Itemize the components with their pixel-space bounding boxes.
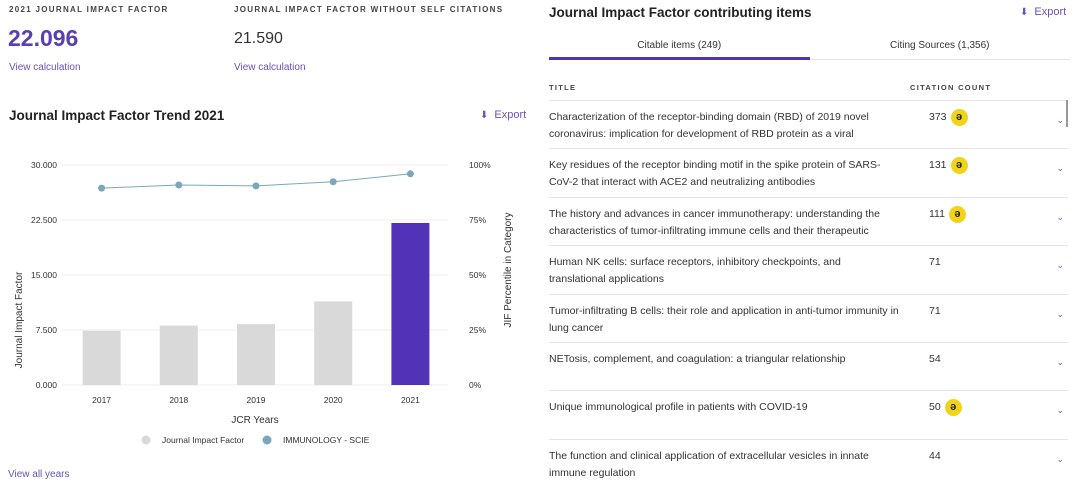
percentile-point-2019 xyxy=(252,182,260,190)
y2-tick-label: 100% xyxy=(469,160,491,170)
bar-2019 xyxy=(237,324,275,385)
trend-chart: 0.000 0% 7.500 25% 15.000 50% 22.500 75% 30.000 1… xyxy=(14,160,514,445)
jif-without-self-value: 21.590 xyxy=(234,30,283,47)
download-icon: ⬇ xyxy=(1020,6,1029,18)
download-icon: ⬇ xyxy=(480,109,489,121)
citation-count: 54 xyxy=(929,351,941,368)
tab-citing-sources[interactable]: Citing Sources (1,356) xyxy=(890,40,990,51)
table-row[interactable]: The function and clinical application of… xyxy=(549,438,1068,487)
jif-label: 2021 JOURNAL IMPACT FACTOR xyxy=(9,5,169,14)
items-title: Journal Impact Factor contributing items xyxy=(549,5,812,20)
y2-tick-label: 50% xyxy=(469,270,486,280)
chevron-down-icon[interactable]: ⌄ xyxy=(1056,308,1064,319)
open-access-icon: ǝ xyxy=(950,109,968,126)
percentile-point-2020 xyxy=(329,178,337,186)
citation-count-value: 111 xyxy=(929,207,945,220)
col-title-header[interactable]: TITLE xyxy=(549,83,577,92)
y-tick-label: 30.000 xyxy=(31,160,57,170)
citation-count-value: 54 xyxy=(929,353,941,365)
y-tick-label: 15.000 xyxy=(31,270,57,280)
chevron-down-icon[interactable]: ⌄ xyxy=(1056,163,1064,174)
percentile-point-2018 xyxy=(175,181,183,189)
citation-count-value: 131 xyxy=(929,159,947,172)
item-title[interactable]: Human NK cells: surface receptors, inhib… xyxy=(549,256,841,286)
export-label: Export xyxy=(494,109,527,121)
citation-count-value: 71 xyxy=(929,304,941,317)
bar-2020 xyxy=(314,301,353,385)
y2-tick-label: 0% xyxy=(469,380,482,390)
chevron-down-icon[interactable]: ⌄ xyxy=(1056,260,1064,271)
tab-citable-items[interactable]: Citable items (249) xyxy=(549,34,810,60)
legend-jif-label[interactable]: Journal Impact Factor xyxy=(162,435,244,445)
table-row[interactable]: Unique immunological profile in patients… xyxy=(549,390,1068,438)
bar-2018 xyxy=(159,325,198,385)
citation-count-value: 71 xyxy=(929,256,941,269)
chevron-down-icon[interactable]: ⌄ xyxy=(1056,453,1064,464)
scrollbar[interactable] xyxy=(1066,100,1068,127)
items-tabs: Citable items (249) Citing Sources (1,35… xyxy=(549,34,1070,60)
x-tick-label: 2019 xyxy=(247,395,266,405)
table-row[interactable]: Human NK cells: surface receptors, inhib… xyxy=(549,245,1068,293)
y2-tick-label: 25% xyxy=(469,325,486,335)
item-title[interactable]: NETosis, complement, and coagulation: a … xyxy=(549,353,846,365)
jif-without-self-label: JOURNAL IMPACT FACTOR WITHOUT SELF CITAT… xyxy=(234,5,504,14)
y2-tick-label: 75% xyxy=(469,215,486,225)
citation-count: 71 xyxy=(929,303,941,320)
open-access-icon: ǝ xyxy=(948,205,966,223)
x-tick-label: 2017 xyxy=(92,395,111,405)
citation-count: 111 ǝ xyxy=(929,205,966,223)
x-tick-label: 2018 xyxy=(169,395,188,405)
view-all-years-link[interactable]: View all years xyxy=(8,469,70,480)
y-tick-label: 7.500 xyxy=(36,325,58,335)
citation-count-value: 44 xyxy=(929,449,941,462)
chevron-down-icon[interactable]: ⌄ xyxy=(1056,405,1064,416)
col-count-header[interactable]: CITATION COUNT xyxy=(910,83,992,92)
x-axis-label: JCR Years xyxy=(231,415,278,426)
jif-without-self-view-calculation-link[interactable]: View calculation xyxy=(234,62,306,73)
trend-title: Journal Impact Factor Trend 2021 xyxy=(9,108,225,123)
citation-count: 71 xyxy=(929,254,941,271)
item-title[interactable]: The history and advances in cancer immun… xyxy=(549,207,880,237)
item-title[interactable]: Unique immunological profile in patients… xyxy=(549,401,808,414)
citation-count-value: 50 xyxy=(929,401,941,414)
citation-count: 131 ǝ xyxy=(929,157,968,175)
legend-category-label[interactable]: IMMUNOLOGY - SCIE xyxy=(283,435,370,445)
table-row[interactable]: Key residues of the receptor binding mot… xyxy=(549,148,1068,196)
chevron-down-icon[interactable]: ⌄ xyxy=(1056,211,1064,222)
item-title[interactable]: Characterization of the receptor-binding… xyxy=(549,111,869,140)
table-row[interactable]: Tumor-infiltrating B cells: their role a… xyxy=(549,293,1068,342)
export-label: Export xyxy=(1034,6,1067,18)
citation-count-value: 373 xyxy=(929,111,947,123)
citation-count: 50 ǝ xyxy=(929,399,962,417)
item-title[interactable]: Key residues of the receptor binding mot… xyxy=(549,159,881,189)
y2-axis-label: JIF Percentile in Category xyxy=(503,212,514,327)
legend-jif-marker xyxy=(141,435,151,445)
bar-2021 xyxy=(391,222,430,385)
percentile-point-2021 xyxy=(406,170,414,178)
percentile-point-2017 xyxy=(98,184,106,192)
jif-view-calculation-link[interactable]: View calculation xyxy=(9,62,81,73)
citation-count: 44 xyxy=(929,448,941,465)
y-axis-label: Journal Impact Factor xyxy=(14,271,25,368)
chevron-down-icon[interactable]: ⌄ xyxy=(1056,115,1064,125)
y-tick-label: 0.000 xyxy=(36,380,58,390)
table-row[interactable]: NETosis, complement, and coagulation: a … xyxy=(549,342,1068,390)
item-title[interactable]: The function and clinical application of… xyxy=(549,449,869,479)
legend-category-marker xyxy=(262,435,272,445)
items-export-button[interactable]: ⬇ Export xyxy=(1020,6,1066,18)
citation-count: 373 ǝ xyxy=(929,109,968,126)
x-tick-label: 2020 xyxy=(324,395,343,405)
open-access-icon: ǝ xyxy=(950,157,968,175)
item-title[interactable]: Tumor-infiltrating B cells: their role a… xyxy=(549,304,899,334)
jif-value: 22.096 xyxy=(8,25,79,51)
chevron-down-icon[interactable]: ⌄ xyxy=(1056,357,1064,367)
table-row[interactable]: Characterization of the receptor-binding… xyxy=(549,100,1068,148)
open-access-icon: ǝ xyxy=(944,399,962,417)
y-tick-label: 22.500 xyxy=(31,215,57,225)
x-tick-label: 2021 xyxy=(401,395,420,405)
table-row[interactable]: The history and advances in cancer immun… xyxy=(549,196,1068,245)
trend-export-button[interactable]: ⬇ Export xyxy=(480,109,526,121)
bar-2017 xyxy=(82,330,121,385)
